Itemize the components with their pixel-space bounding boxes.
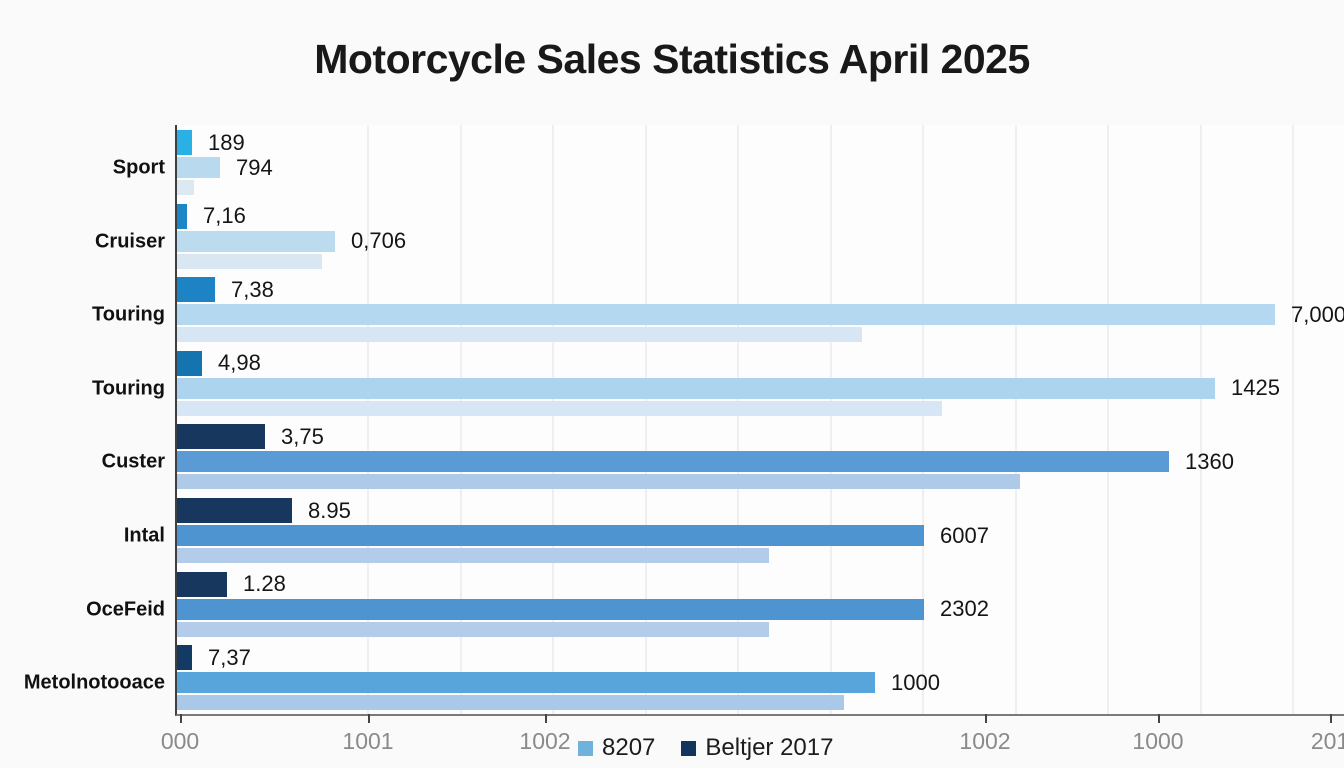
x-tick-label: 000 [160,728,200,754]
bar [177,498,292,523]
bar [177,451,1169,473]
gridline [644,125,647,714]
bar-value-label: 2302 [940,596,989,622]
bar-value-label: 6007 [940,522,989,548]
bar [177,424,265,450]
category-label: Sport [112,156,165,179]
category-label: Metolnotooace [23,671,165,694]
gridline [459,125,462,714]
category-label: Touring [92,303,165,326]
x-tick-mark [985,714,987,723]
bar-value-label: 1360 [1185,448,1234,474]
legend-item: 8207 [578,734,655,762]
bar-value-label: 7,16 [203,203,246,229]
bar [177,672,875,694]
x-tick-mark [1330,714,1332,723]
bar [177,327,862,343]
bar [177,304,1275,326]
bar [177,277,215,303]
bar-value-label: 189 [208,129,245,155]
plot-area: 189 794 7,16 0,706 7,38 7,000 4,98 1425 3,75 1360… [175,125,1344,716]
bar-value-label: 7,000 [1291,301,1344,327]
bar [177,695,844,711]
category-label: OceFeid [86,598,165,621]
bar-value-label: 794 [236,154,273,180]
bar [177,571,227,597]
bar-value-label: 8.95 [308,497,351,523]
x-tick-label: 201 [1310,728,1344,754]
legend: 8207 Beltjer 2017 [578,734,833,762]
gridline [737,125,739,714]
bar [177,621,769,637]
category-label: Cruiser [94,230,165,253]
gridline [1199,125,1202,714]
x-tick-mark [368,714,370,723]
x-tick-label: 1002 [959,728,1011,754]
legend-label: 8207 [602,734,656,761]
bar [177,253,322,269]
bar [177,130,192,155]
x-tick-mark [180,714,182,723]
x-tick-label: 1000 [1132,728,1184,754]
gridline [1107,125,1109,714]
legend-label: Beltjer 2017 [705,734,834,761]
bar-value-label: 3,75 [281,423,324,449]
bar [177,548,769,563]
x-tick-label: 1001 [342,728,394,754]
bar-value-label: 0,706 [351,228,407,254]
legend-swatch-icon [681,740,697,756]
bar-value-label: 1425 [1231,375,1280,401]
bar-value-label: 1.28 [243,571,286,597]
bar-value-label: 7,38 [231,276,274,302]
gridline [1014,125,1017,714]
x-tick-label: 1002 [519,728,571,754]
gridline [552,125,554,714]
gridline [367,125,369,714]
bar [177,230,335,252]
bar [177,377,1215,399]
bar [177,157,220,178]
gridline [922,125,924,714]
category-label: Touring [92,377,165,400]
bar [177,350,202,376]
x-tick-mark [545,714,547,723]
category-label: Intal [123,524,165,547]
bar-value-label: 7,37 [208,644,251,670]
bar [177,203,187,229]
gridline [829,125,832,714]
bar [177,400,942,416]
bar [177,598,924,620]
gridline [1292,125,1294,714]
legend-swatch-icon [578,740,593,756]
bar [177,525,924,546]
bar [177,474,1020,490]
bar-value-label: 1000 [891,669,940,695]
bar [177,180,194,195]
legend-item: Beltjer 2017 [681,734,833,762]
x-tick-mark [1158,714,1160,723]
bar-value-label: 4,98 [218,350,261,376]
bar [177,645,192,671]
category-label: Custer [101,450,165,473]
chart-title: Motorcycle Sales Statistics April 2025 [314,36,1030,82]
